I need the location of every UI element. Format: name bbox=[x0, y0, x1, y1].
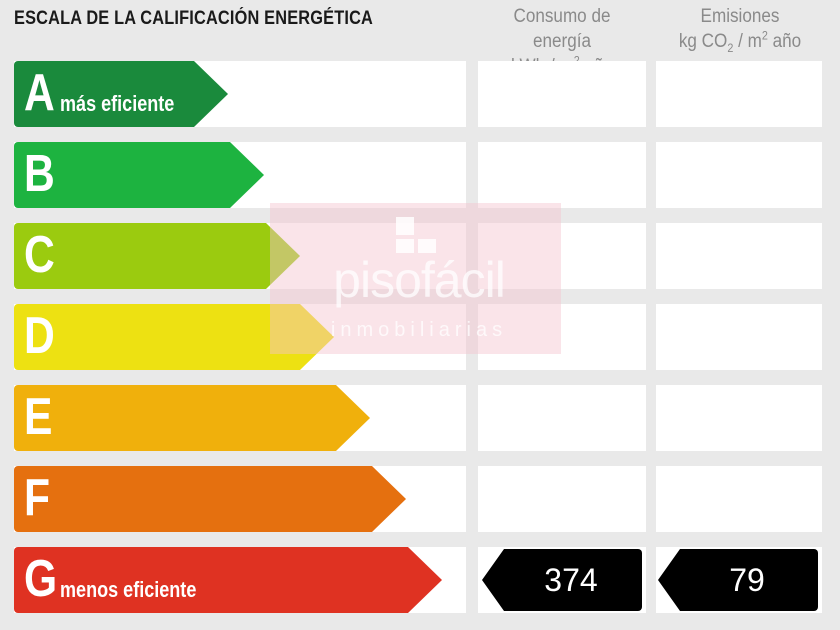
rating-letter: B bbox=[24, 145, 55, 203]
rating-row-c: C bbox=[0, 223, 840, 289]
emissions-cell bbox=[656, 223, 822, 289]
emissions-header-units: kg CO2 / m2 año bbox=[678, 28, 802, 55]
rating-arrow-b: B bbox=[14, 142, 264, 208]
emissions-cell bbox=[656, 304, 822, 370]
energy-cell bbox=[478, 304, 646, 370]
energy-cell bbox=[478, 223, 646, 289]
emissions-value: 79 bbox=[729, 562, 765, 598]
energy-value: 374 bbox=[544, 562, 598, 598]
emissions-cell bbox=[656, 142, 822, 208]
emissions-header: Emisiones kg CO2 / m2 año bbox=[656, 4, 824, 54]
energy-value-tag: 374 bbox=[482, 549, 642, 611]
rating-letter: G bbox=[24, 550, 58, 608]
energy-header-line1: Consumo de energía bbox=[513, 6, 611, 52]
rating-letter: F bbox=[24, 469, 51, 527]
emissions-cell bbox=[656, 466, 822, 532]
energy-cell bbox=[478, 466, 646, 532]
emissions-cell bbox=[656, 61, 822, 127]
energy-cell bbox=[478, 142, 646, 208]
rating-row-f: F bbox=[0, 466, 840, 532]
energy-cell bbox=[478, 61, 646, 127]
rating-letter: E bbox=[24, 388, 53, 446]
rating-row-d: D bbox=[0, 304, 840, 370]
rating-arrow-c: C bbox=[14, 223, 300, 289]
energy-scale-title: ESCALA DE LA CALIFICACIÓN ENERGÉTICA bbox=[14, 8, 374, 29]
emissions-header-line1: Emisiones bbox=[700, 6, 780, 27]
rating-arrow-f: F bbox=[14, 466, 406, 532]
rating-row-b: B bbox=[0, 142, 840, 208]
emissions-value-tag: 79 bbox=[658, 549, 818, 611]
rating-row-e: E bbox=[0, 385, 840, 451]
energy-cell bbox=[478, 385, 646, 451]
rating-letter: C bbox=[24, 226, 55, 284]
rating-arrow-d: D bbox=[14, 304, 334, 370]
rating-description: menos eficiente bbox=[60, 577, 197, 602]
rating-arrow-e: E bbox=[14, 385, 370, 451]
emissions-cell bbox=[656, 385, 822, 451]
rating-letter: D bbox=[24, 307, 55, 365]
rating-description: más eficiente bbox=[60, 91, 175, 116]
rating-letter: A bbox=[24, 64, 55, 122]
